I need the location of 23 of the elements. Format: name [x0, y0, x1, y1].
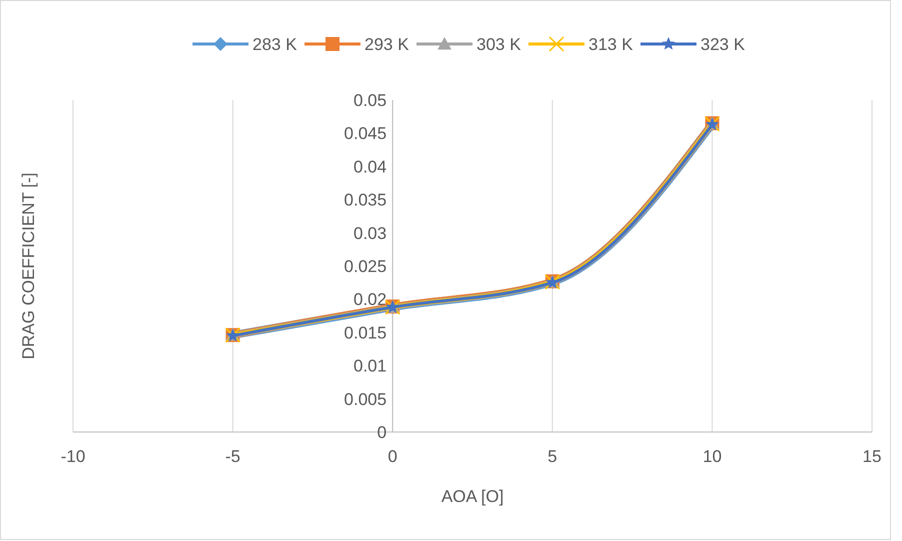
legend-label: 323 K: [700, 35, 746, 54]
y-tick-label: 0.02: [354, 290, 387, 310]
y-tick-label: 0: [377, 423, 387, 442]
y-tick-label: 0.005: [344, 390, 387, 409]
x-tick-label: -10: [60, 447, 86, 466]
x-tick-label: 10: [702, 447, 722, 466]
y-axis-title: DRAG COEFFICIENT [-]: [19, 172, 38, 360]
y-tick-label: 0.035: [344, 190, 387, 210]
y-tick-label: 0.015: [344, 323, 387, 342]
legend-label: 303 K: [476, 35, 522, 54]
x-axis-title: AOA [O]: [441, 487, 504, 506]
y-tick-label: 0.03: [354, 224, 387, 243]
legend-label: 293 K: [364, 35, 410, 54]
y-tick-label: 0.04: [354, 157, 387, 176]
legend-label: 313 K: [588, 35, 634, 54]
x-tick-label: 5: [548, 447, 558, 466]
y-tick-label: 0.01: [354, 356, 387, 376]
y-tick-label: 0.025: [344, 257, 387, 276]
x-tick-label: -5: [225, 447, 240, 466]
y-tick-label: 0.045: [344, 124, 387, 144]
x-tick-label: 15: [862, 447, 882, 466]
legend-label: 283 K: [252, 35, 298, 54]
y-tick-label: 0.05: [354, 91, 387, 110]
